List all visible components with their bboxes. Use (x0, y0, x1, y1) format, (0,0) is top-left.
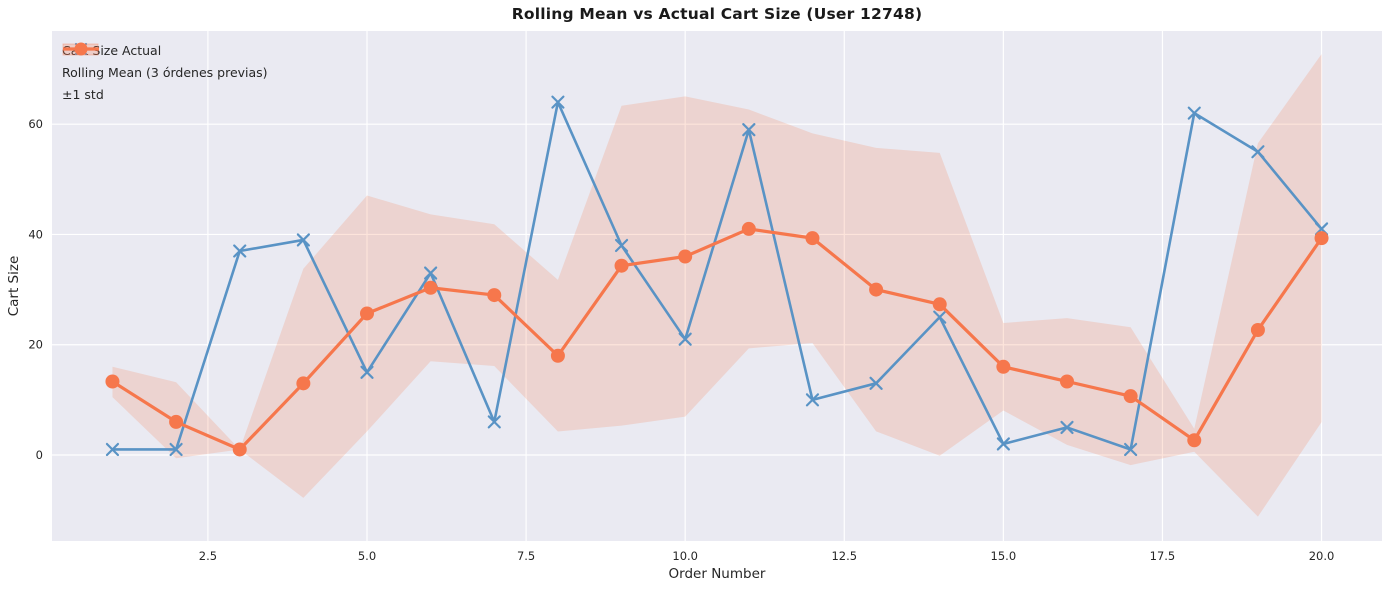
legend-item-rolling-mean-swatch (63, 42, 99, 56)
rolling-mean-data-point (169, 414, 184, 429)
y-tick-label: 0 (36, 448, 43, 462)
actual-data-point (233, 244, 247, 258)
actual-data-point (105, 442, 120, 457)
legend-item-std-band-label: ±1 std (62, 86, 104, 102)
actual-data-point (1124, 442, 1138, 457)
rolling-mean-data-point (1250, 322, 1265, 337)
rolling-mean-data-point (932, 297, 947, 312)
legend-item-std-band-swatch (62, 43, 99, 56)
y-tick-label: 40 (28, 227, 43, 241)
std-band (112, 54, 1322, 517)
actual-data-point (996, 437, 1010, 451)
x-tick-label: 10.0 (672, 549, 698, 563)
rolling-mean-data-point (678, 249, 693, 264)
actual-data-point (742, 123, 756, 137)
x-tick-label: 7.5 (517, 549, 535, 563)
actual-data-point (169, 442, 183, 457)
rolling-mean-data-point (1314, 231, 1329, 246)
rolling-mean-data-point (1187, 433, 1202, 448)
legend-item-rolling-mean: Rolling Mean (3 órdenes previas) (62, 42, 268, 81)
rolling-mean-data-point (805, 231, 820, 246)
rolling-mean-data-point (105, 374, 120, 389)
rolling-mean-data-point (360, 306, 374, 321)
rolling-mean-data-point (614, 258, 629, 273)
actual-data-point (933, 310, 947, 324)
rolling-mean-data-point (869, 282, 884, 297)
actual-data-point (296, 233, 310, 247)
y-axis-label: Cart Size (6, 255, 22, 317)
legend: Cart Size Actual Rolling Mean (3 órdenes … (62, 41, 268, 103)
actual-series-line (111, 100, 1323, 451)
rolling-mean-data-point (1123, 389, 1138, 404)
actual-data-point (869, 376, 883, 390)
actual-data-point (805, 393, 820, 407)
x-tick-label: 15.0 (991, 549, 1017, 563)
actual-data-point (487, 415, 501, 429)
rolling-mean-data-point (423, 280, 438, 295)
rolling-mean-data-point (232, 442, 247, 457)
y-tick-label: 60 (28, 117, 43, 131)
x-tick-label: 12.5 (831, 549, 857, 563)
actual-data-point (424, 266, 438, 280)
rolling-mean-data-point (1060, 374, 1074, 389)
actual-data-point (614, 238, 629, 253)
actual-data-point (1187, 106, 1201, 120)
actual-data-point (1251, 145, 1265, 159)
rolling-mean-data-point (487, 288, 502, 303)
rolling-mean-series-line (110, 227, 1324, 452)
actual-data-point (551, 95, 565, 109)
rolling-mean-data-point (741, 221, 756, 236)
rolling-mean-data-point (996, 359, 1011, 374)
actual-data-point (678, 332, 692, 346)
chart-title: Rolling Mean vs Actual Cart Size (User 1… (511, 5, 923, 23)
x-tick-label: 5.0 (358, 549, 376, 563)
legend-item-std-band: ±1 std (62, 43, 268, 103)
x-tick-label: 2.5 (199, 549, 217, 563)
rolling-mean-data-point (296, 376, 311, 391)
x-tick-label: 17.5 (1150, 549, 1176, 563)
actual-data-point (1060, 420, 1074, 435)
y-tick-label: 20 (28, 338, 43, 352)
legend-item-rolling-mean-label: Rolling Mean (3 órdenes previas) (62, 64, 268, 80)
x-axis-label: Order Number (668, 566, 766, 582)
x-tick-label: 20.0 (1309, 549, 1335, 563)
rolling-mean-data-point (550, 348, 565, 363)
actual-data-point (360, 365, 374, 379)
